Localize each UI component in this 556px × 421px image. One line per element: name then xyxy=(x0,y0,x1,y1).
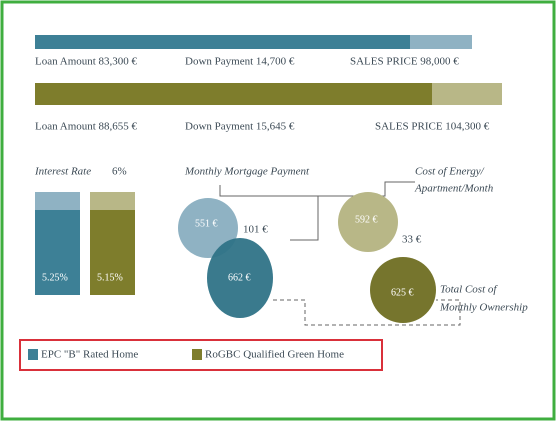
epc-low: 551 € xyxy=(195,218,218,229)
bubble xyxy=(178,198,238,258)
legend-label: EPC "B" Rated Home xyxy=(41,349,138,361)
green-high: 625 € xyxy=(391,287,414,298)
price-text: SALES PRICE 98,000 € xyxy=(350,56,459,68)
epc-diff: 101 € xyxy=(243,224,268,236)
bubble xyxy=(207,238,273,318)
green-low: 592 € xyxy=(355,214,378,225)
down-bar xyxy=(432,83,502,105)
legend-swatch xyxy=(192,349,202,360)
price-text: SALES PRICE 104,300 € xyxy=(375,121,490,133)
down-text: Down Payment 14,700 € xyxy=(185,56,295,68)
interest-label: Interest Rate xyxy=(34,166,91,178)
legend-swatch xyxy=(28,349,38,360)
loan-text: Loan Amount 83,300 € xyxy=(35,56,138,68)
energy-line: Apartment/Month xyxy=(414,183,494,195)
rate-bar xyxy=(35,192,80,210)
total-line: Monthly Ownership xyxy=(439,302,528,314)
green-diff: 33 € xyxy=(402,234,422,246)
energy-line: Cost of Energy/ xyxy=(415,166,485,178)
mortgage-title: Monthly Mortgage Payment xyxy=(184,166,310,178)
total-line: Total Cost of xyxy=(440,284,498,296)
legend-box xyxy=(19,339,383,371)
rate-bar xyxy=(35,210,80,295)
connector xyxy=(318,181,415,197)
rate-epc: 5.25% xyxy=(42,272,68,283)
rate-green: 5.15% xyxy=(97,272,123,283)
interest-base: 6% xyxy=(112,166,127,178)
bubble xyxy=(338,192,398,252)
loan-text: Loan Amount 88,655 € xyxy=(35,121,138,133)
down-bar xyxy=(410,35,472,49)
down-text: Down Payment 15,645 € xyxy=(185,121,295,133)
epc-high: 662 € xyxy=(228,272,251,283)
loan-bar xyxy=(35,83,432,105)
connector xyxy=(273,299,461,326)
loan-bar xyxy=(35,35,410,49)
rate-bar xyxy=(90,192,135,210)
rate-bar xyxy=(90,210,135,295)
legend-label: RoGBC Qualified Green Home xyxy=(205,349,344,361)
bubble xyxy=(370,257,436,323)
